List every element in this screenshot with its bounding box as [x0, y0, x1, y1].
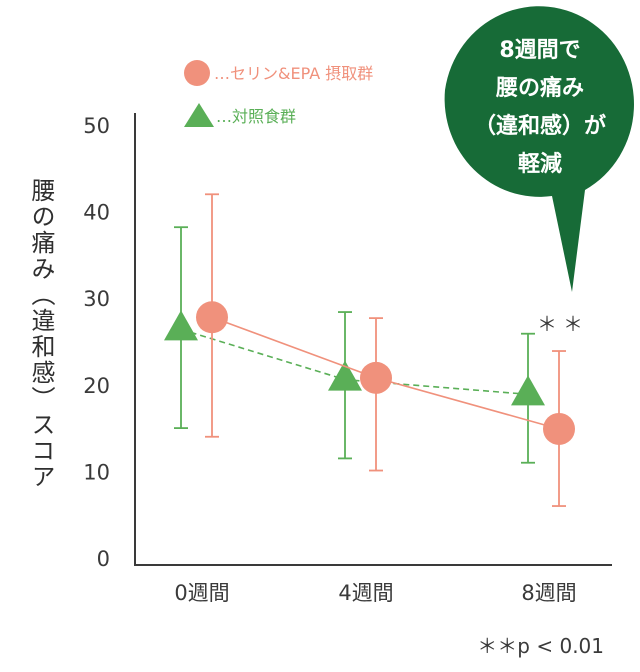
data-point-triangle [511, 375, 545, 406]
callout-bubble: 8週間で 腰の痛み （違和感）が 軽減 [444, 6, 634, 292]
callout-line-1: 8週間で [499, 38, 580, 63]
data-point-circle [360, 361, 392, 394]
significance-mark: ＊＊ [537, 312, 589, 336]
y-tick-label: 40 [83, 201, 110, 225]
legend-marker-serine [184, 60, 210, 86]
callout-line-2: 腰の痛み [495, 75, 584, 101]
legend-marker-control [184, 103, 214, 127]
x-tick-labels: 0週間 4週間 8週間 [174, 581, 576, 605]
x-tick-label: 4週間 [338, 581, 393, 605]
callout-line-4: 軽減 [518, 151, 562, 177]
data-point-circle [543, 412, 575, 445]
callout-bubble-shape [444, 6, 634, 292]
x-tick-label: 0週間 [174, 581, 229, 605]
y-tick-label: 30 [83, 287, 110, 311]
plot-area [164, 193, 575, 507]
callout-line-3: （違和感）が [474, 113, 606, 139]
footnote: ＊＊p < 0.01 [477, 634, 604, 658]
legend-label-serine: …セリン&EPA 摂取群 [214, 64, 373, 83]
y-axis-label: 腰の痛み（違和感）スコア [27, 178, 55, 490]
y-tick-label: 20 [83, 374, 110, 398]
y-tick-label: 10 [83, 460, 110, 484]
y-tick-labels: 0 10 20 30 40 50 [83, 114, 110, 571]
x-tick-label: 8週間 [521, 581, 576, 605]
legend-label-control: …対照食群 [216, 107, 296, 126]
data-point-triangle [164, 310, 198, 341]
data-point-triangle [328, 360, 362, 391]
data-point-circle [196, 301, 228, 334]
legend: …セリン&EPA 摂取群 …対照食群 [184, 60, 373, 127]
y-tick-label: 50 [83, 114, 110, 138]
y-tick-label: 0 [97, 547, 110, 571]
